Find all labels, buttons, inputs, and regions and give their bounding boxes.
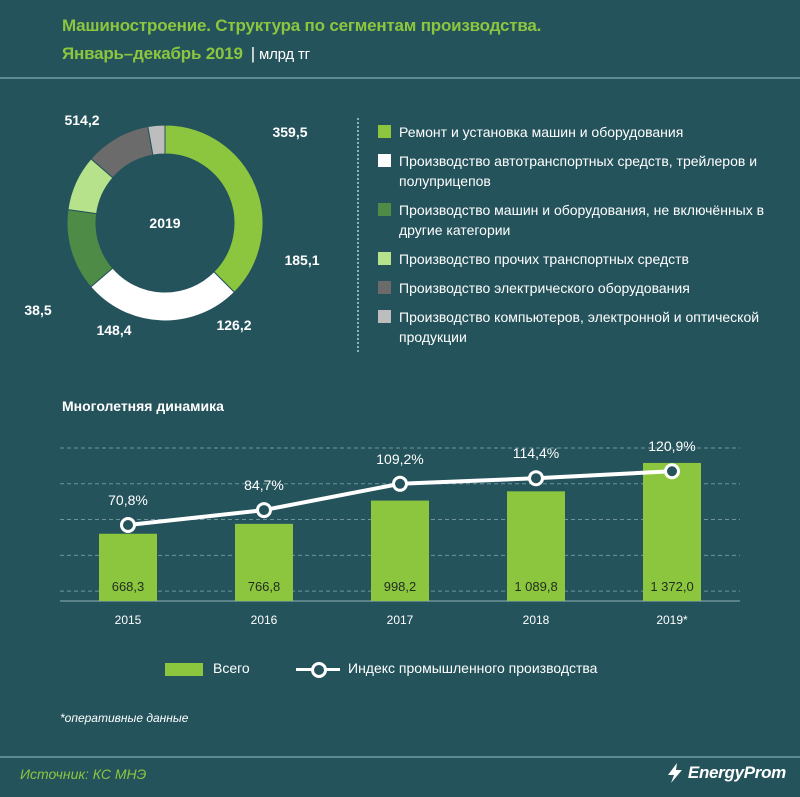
legend-swatch bbox=[378, 252, 391, 265]
line-marker bbox=[120, 517, 136, 534]
bottom-divider bbox=[0, 756, 800, 758]
legend-bar-swatch bbox=[165, 663, 203, 676]
donut-slice-label: 126,2 bbox=[216, 317, 251, 333]
legend-label: Производство электрического оборудования bbox=[399, 280, 690, 296]
legend-item: Ремонт и установка машин и оборудования bbox=[378, 122, 788, 142]
legend-item: Производство машин и оборудования, не вк… bbox=[378, 200, 788, 240]
title-block: Машиностроение. Структура по сегментам п… bbox=[62, 12, 541, 69]
bar-chart-legend: Всего Индекс промышленного производства bbox=[0, 658, 800, 682]
legend-label: Производство машин и оборудования, не вк… bbox=[399, 202, 765, 238]
legend-item: Производство прочих транспортных средств bbox=[378, 249, 788, 269]
legend-label: Производство компьютеров, электронной и … bbox=[399, 309, 760, 345]
brand-name: EnergyProm bbox=[687, 763, 786, 782]
top-divider bbox=[0, 77, 800, 79]
line-marker bbox=[664, 463, 680, 480]
brand-logo: EnergyProm bbox=[664, 762, 786, 784]
bar-value-label: 766,8 bbox=[248, 579, 281, 594]
legend-bar-label: Всего bbox=[213, 660, 250, 676]
lightning-icon bbox=[667, 763, 682, 783]
line-value-label: 70,8% bbox=[108, 492, 148, 508]
legend-divider bbox=[357, 118, 359, 352]
bar bbox=[643, 462, 701, 601]
x-tick-label: 2018 bbox=[523, 613, 550, 627]
bar-value-label: 1 372,0 bbox=[650, 579, 693, 594]
legend-item: Производство компьютеров, электронной и … bbox=[378, 307, 788, 347]
legend-item: Производство автотранспортных средств, т… bbox=[378, 151, 788, 191]
legend-swatch bbox=[378, 203, 391, 216]
legend-label: Ремонт и установка машин и оборудования bbox=[399, 124, 684, 140]
legend-item: Производство электрического оборудования bbox=[378, 278, 788, 298]
legend-line-marker bbox=[311, 662, 327, 678]
section-title: Многолетняя динамика bbox=[62, 398, 224, 414]
donut-slice-label: 185,1 bbox=[284, 252, 319, 268]
x-tick-label: 2017 bbox=[387, 613, 414, 627]
bar bbox=[235, 523, 293, 601]
x-tick-label: 2016 bbox=[251, 613, 278, 627]
title-line-1: Машиностроение. Структура по сегментам п… bbox=[62, 16, 542, 35]
legend-line-label: Индекс промышленного производства bbox=[348, 660, 598, 676]
legend-label: Производство автотранспортных средств, т… bbox=[399, 153, 758, 189]
line-marker bbox=[528, 470, 544, 487]
donut-legend: Ремонт и установка машин и оборудования П… bbox=[378, 122, 788, 356]
legend-swatch bbox=[378, 281, 391, 294]
legend-swatch bbox=[378, 154, 391, 167]
line-value-label: 120,9% bbox=[648, 438, 695, 454]
donut-slice-label: 38,5 bbox=[24, 302, 51, 318]
bar bbox=[371, 500, 429, 601]
donut-slice bbox=[90, 267, 236, 322]
footnote: *оперативные данные bbox=[60, 711, 189, 725]
donut-center-label: 2019 bbox=[149, 215, 180, 231]
bar bbox=[99, 533, 157, 601]
x-tick-label: 2019* bbox=[656, 613, 688, 627]
bar-line-chart: 668,3 2015 766,8 2016 998,2 2017 1 089,8 2018 1 … bbox=[60, 438, 740, 627]
legend-swatch bbox=[378, 125, 391, 138]
line-value-label: 109,2% bbox=[376, 451, 423, 467]
line-value-label: 84,7% bbox=[244, 477, 284, 493]
title-separator: | bbox=[250, 44, 255, 63]
line-value-label: 114,4% bbox=[513, 445, 559, 461]
donut-slice-label: 514,2 bbox=[64, 112, 99, 128]
x-tick-label: 2015 bbox=[115, 613, 142, 627]
legend-swatch bbox=[378, 310, 391, 323]
bar-value-label: 998,2 bbox=[384, 579, 417, 594]
title-line-2: Январь–декабрь 2019 | млрд тг bbox=[62, 40, 541, 69]
title-period: Январь–декабрь 2019 bbox=[62, 44, 243, 63]
donut-slice bbox=[147, 124, 166, 156]
bar bbox=[507, 491, 565, 601]
donut-slice-label: 148,4 bbox=[96, 322, 131, 338]
legend-label: Производство прочих транспортных средств bbox=[399, 251, 689, 267]
line-marker bbox=[392, 475, 408, 492]
title-unit: млрд тг bbox=[258, 46, 310, 63]
bar-value-label: 1 089,8 bbox=[514, 579, 557, 594]
donut-slice bbox=[164, 124, 264, 293]
bar-value-label: 668,3 bbox=[112, 579, 145, 594]
donut-slice-label: 359,5 bbox=[272, 124, 307, 140]
line-marker bbox=[256, 502, 272, 519]
source-note: Источник: КС МНЭ bbox=[20, 766, 147, 782]
donut-chart: 514,2 359,5 185,1 126,2 148,4 38,5 2019 bbox=[24, 112, 319, 338]
